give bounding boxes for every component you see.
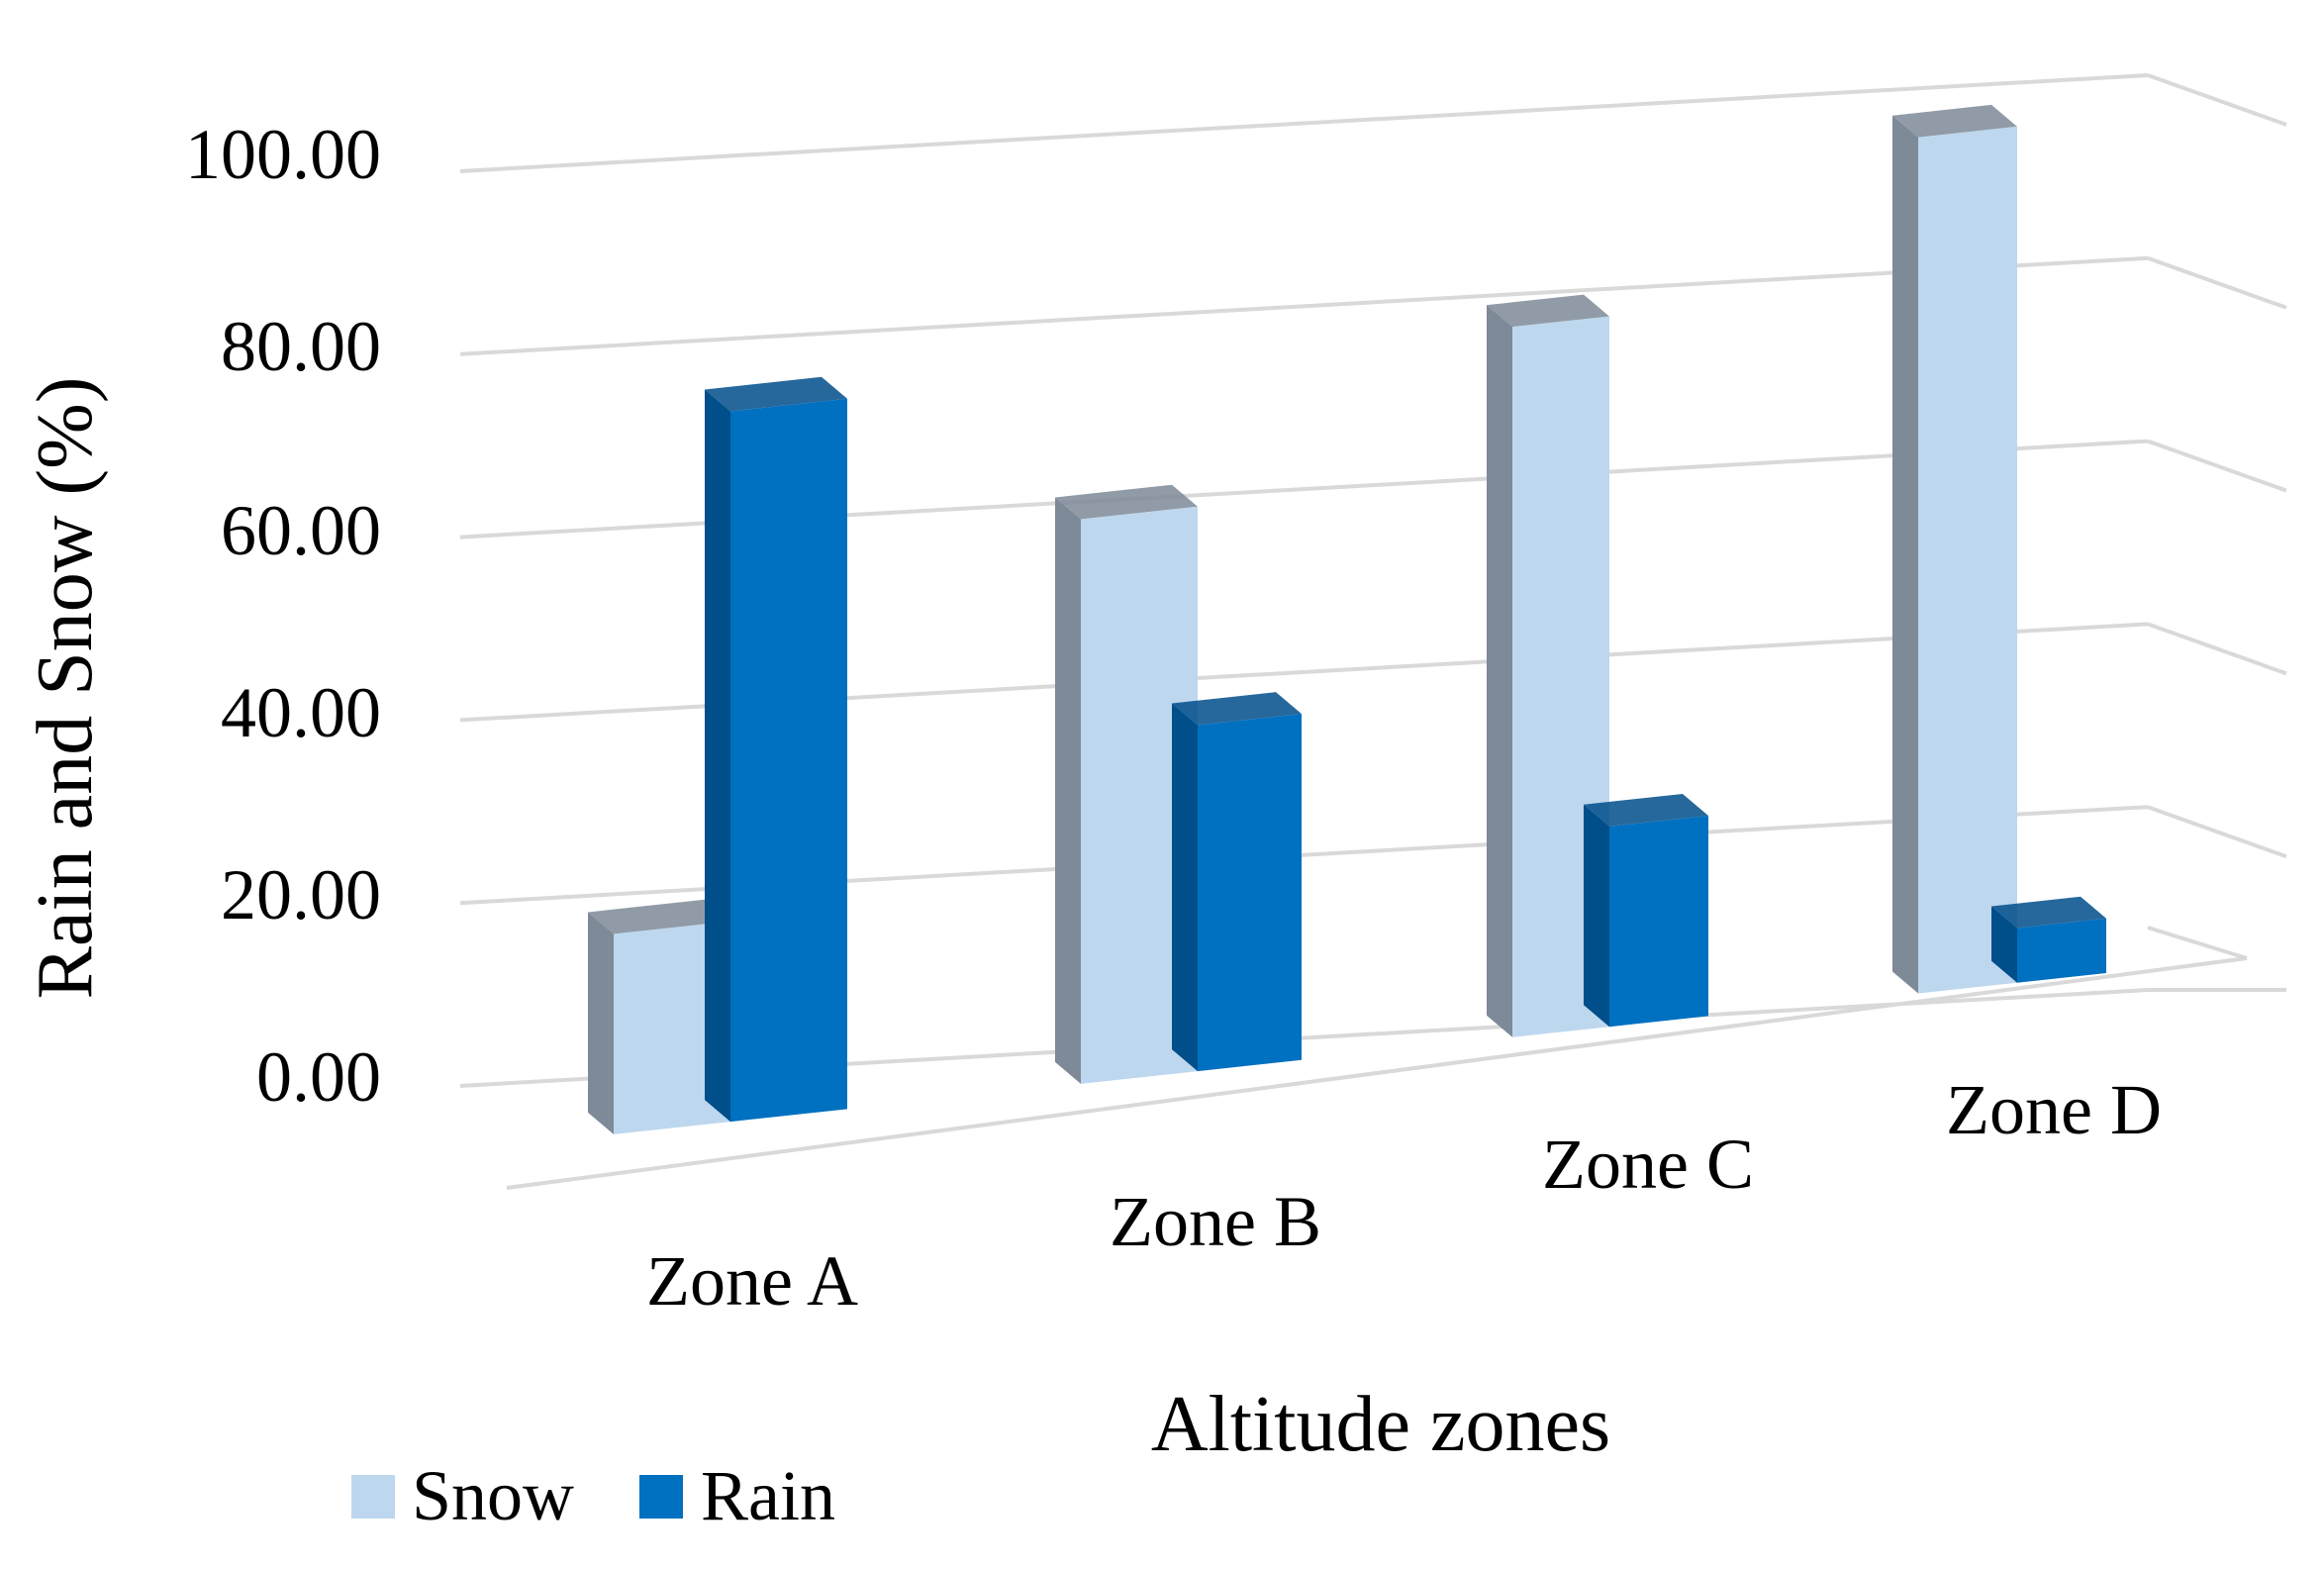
bar-rain-zone-b: [1172, 692, 1302, 1072]
y-axis-title: Rain and Snow (%): [22, 377, 109, 1000]
gridline-side: [2147, 622, 2287, 676]
chart-floor: [506, 926, 2248, 1190]
y-tick-label: 60.00: [221, 491, 381, 570]
y-tick-label: 100.00: [185, 115, 381, 194]
y-tick-label: 20.00: [221, 855, 381, 934]
gridline-side: [2147, 439, 2287, 493]
gridline-side: [2147, 255, 2287, 310]
legend-label-snow: Snow: [412, 1456, 574, 1535]
bar-rain-zone-a: [705, 376, 847, 1123]
x-category-label: Zone A: [646, 1241, 858, 1321]
legend-swatch-snow: [351, 1475, 395, 1519]
legend-swatch-rain: [639, 1475, 683, 1519]
floor-front-edge: [506, 956, 2248, 1190]
x-category-label: Zone C: [1542, 1125, 1754, 1204]
x-axis-title: Altitude zones: [1151, 1381, 1610, 1468]
y-axis-ticks: 0.00 20.00 40.00 60.00 80.00 100.00: [185, 115, 381, 1117]
x-category-label: Zone B: [1110, 1182, 1321, 1261]
gridline: [459, 73, 2149, 173]
bar-rain-zone-c: [1584, 793, 1708, 1028]
bar-snow-zone-b: [1055, 484, 1198, 1084]
y-tick-label: 40.00: [221, 673, 381, 752]
floor-side-edge: [2147, 926, 2248, 960]
legend-label-rain: Rain: [701, 1456, 835, 1535]
y-tick-label: 80.00: [221, 307, 381, 386]
bars: [588, 104, 2106, 1134]
gridline-side: [2147, 73, 2287, 127]
legend: Snow Rain: [351, 1456, 835, 1535]
bar-rain-zone-d: [1991, 896, 2106, 983]
bar-snow-zone-d: [1892, 104, 2017, 994]
x-axis-categories: Zone A Zone B Zone C Zone D: [646, 1070, 2162, 1321]
gridline: [459, 255, 2149, 356]
y-tick-label: 0.00: [256, 1037, 381, 1117]
gridline-side: [2147, 805, 2287, 859]
x-category-label: Zone D: [1946, 1070, 2162, 1149]
bar-snow-zone-a: [588, 899, 730, 1134]
